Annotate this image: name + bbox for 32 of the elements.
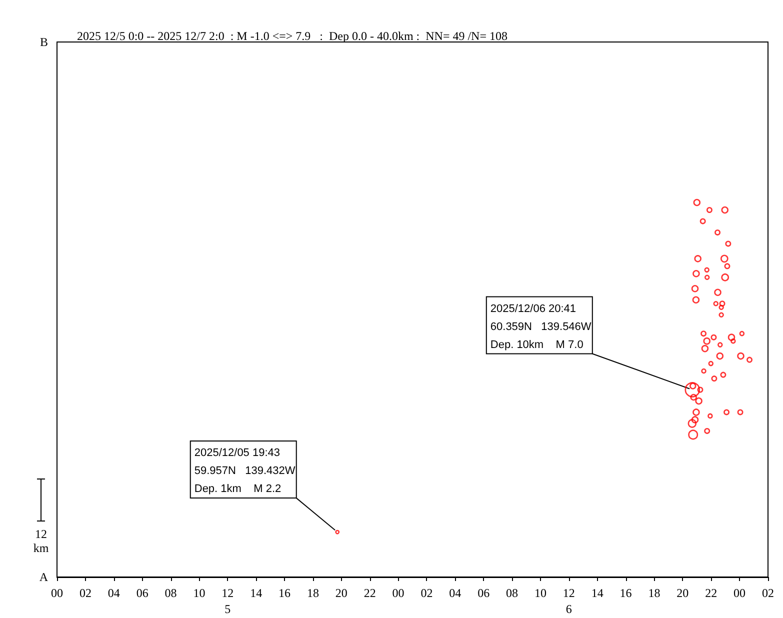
x-tick-label: 08	[164, 586, 177, 600]
x-tick-label: 06	[136, 586, 148, 600]
annotation: 2025/12/05 19:43 59.957N 139.432W Dep. 1km M 2.2	[194, 447, 296, 496]
x-tick-label: 06	[478, 586, 490, 600]
x-tick-label: 00	[51, 586, 63, 600]
x-tick-label: 22	[364, 586, 376, 600]
x-tick-label: 02	[79, 586, 92, 600]
x-tick-label: 16	[620, 586, 632, 600]
x-tick-label: 22	[705, 586, 718, 600]
annotation: 2025/12/06 20:41 60.359N 139.546W Dep. 10km M 7.0	[490, 302, 592, 351]
text: 12 km	[33, 527, 50, 555]
x-tick-label: 12 6	[562, 586, 575, 616]
x-tick-label: 02	[420, 586, 433, 600]
x-tick-label: 18	[648, 586, 660, 600]
x-tick-label: 14	[591, 586, 604, 600]
text: B	[40, 35, 48, 49]
x-tick-label: 04	[108, 586, 120, 600]
x-tick-label: 04	[449, 586, 462, 600]
text: A	[39, 570, 48, 584]
chart-title: 2025 12/5 0:0 -- 2025 12/7 2:0 : M -1.0 <=> 7.9 : Dep 0.0 - 40.0km : NN= 49 /N= 108	[77, 29, 508, 43]
x-tick-label: 00	[392, 586, 404, 600]
x-tick-label: 10	[534, 586, 546, 600]
x-tick-label: 14	[250, 586, 262, 600]
x-tick-label: 08	[506, 586, 518, 600]
x-tick-label: 20	[676, 586, 689, 600]
x-tick-label: 00	[734, 586, 746, 600]
x-tick-label: 20	[335, 586, 348, 600]
x-tick-label: 16	[278, 586, 291, 600]
x-tick-label: 10	[193, 586, 206, 600]
x-tick-label: 02	[762, 586, 774, 600]
x-tick-label: 18	[306, 586, 319, 600]
x-tick-label: 12 5	[222, 586, 234, 616]
